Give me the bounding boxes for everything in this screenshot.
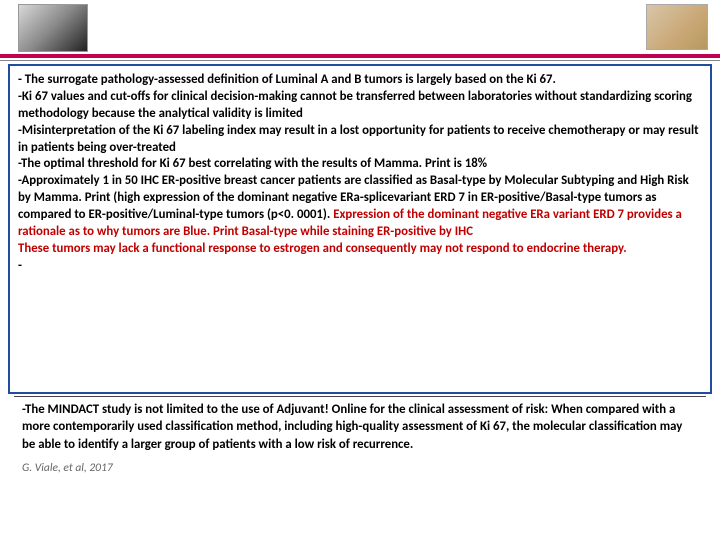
citation: G. Viale, et al, 2017 <box>22 461 720 475</box>
bullet-3: -Misinterpretation of the Ki 67 labeling… <box>18 123 702 157</box>
header-rule-thin <box>0 60 720 61</box>
bullet-2: -Ki 67 values and cut-offs for clinical … <box>18 89 702 123</box>
histology-image <box>646 4 708 50</box>
secondary-text-box: -The MINDACT study is not limited to the… <box>14 396 706 457</box>
bullet-5: -Approximately 1 in 50 IHC ER-positive b… <box>18 173 702 241</box>
header-rule <box>0 54 720 58</box>
bullet-4: -The optimal threshold for Ki 67 best co… <box>18 156 702 173</box>
bullet-7: - <box>18 258 702 275</box>
microscope-image <box>18 4 88 52</box>
main-text-box: - The surrogate pathology-assessed defin… <box>8 64 712 394</box>
mindact-text: -The MINDACT study is not limited to the… <box>22 401 698 453</box>
slide-header <box>0 0 720 58</box>
bullet-6: These tumors may lack a functional respo… <box>18 241 702 258</box>
bullet-1: - The surrogate pathology-assessed defin… <box>18 72 702 89</box>
